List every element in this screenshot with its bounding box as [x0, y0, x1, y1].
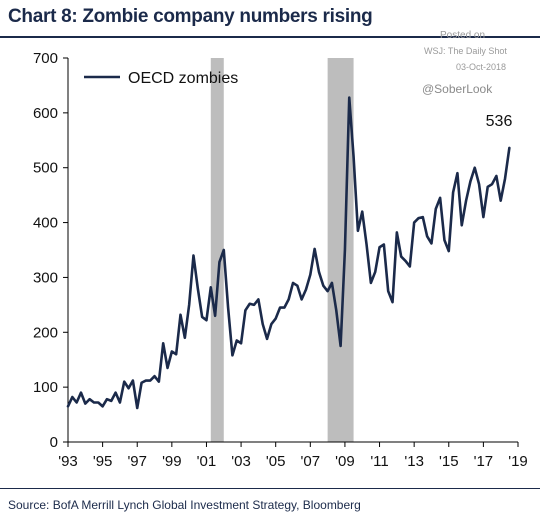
x-tick-label-2001: '01: [197, 453, 217, 470]
watermark-publication: WSJ: The Daily Shot: [424, 46, 507, 56]
x-tick-label-2003: '03: [231, 453, 251, 470]
recession-band-1: [210, 58, 224, 442]
watermark-handle: @SoberLook: [422, 82, 493, 96]
series-line-oecd-zombies: [66, 96, 511, 410]
x-tick-label-1995: '95: [93, 453, 113, 470]
watermark-date: 03-Oct-2018: [456, 62, 507, 72]
x-tick-label-2005: '05: [266, 453, 286, 470]
x-tick-label-2015: '15: [439, 453, 459, 470]
x-tick-label-2007: '07: [301, 453, 321, 470]
x-tick-label-2009: '09: [335, 453, 355, 470]
x-tick-label-2013: '13: [404, 453, 424, 470]
y-tick-label-500: 500: [33, 160, 58, 177]
y-tick-label-700: 700: [33, 50, 58, 67]
x-tick-label-2017: '17: [474, 453, 494, 470]
x-tick-label-1997: '97: [127, 453, 147, 470]
chart-title: Chart 8: Zombie company numbers rising: [8, 6, 373, 27]
y-tick-label-200: 200: [33, 324, 58, 341]
watermark-posted-on: Posted on: [440, 30, 486, 41]
y-tick-label-600: 600: [33, 105, 58, 122]
legend-label: OECD zombies: [128, 70, 238, 87]
y-tick-label-300: 300: [33, 269, 58, 286]
y-tick-label-100: 100: [33, 379, 58, 396]
title-rule: [0, 36, 540, 38]
x-tick-label-1993: '93: [58, 453, 78, 470]
y-tick-label-0: 0: [50, 434, 58, 451]
x-tick-label-2011: '11: [370, 453, 388, 470]
x-tick-label-2019: '19: [508, 453, 528, 470]
footer-rule: [0, 488, 540, 489]
y-tick-label-400: 400: [33, 215, 58, 232]
source-note: Source: BofA Merrill Lynch Global Invest…: [8, 498, 361, 512]
x-tick-label-1999: '99: [162, 453, 182, 470]
end-value-label: 536: [486, 113, 513, 130]
